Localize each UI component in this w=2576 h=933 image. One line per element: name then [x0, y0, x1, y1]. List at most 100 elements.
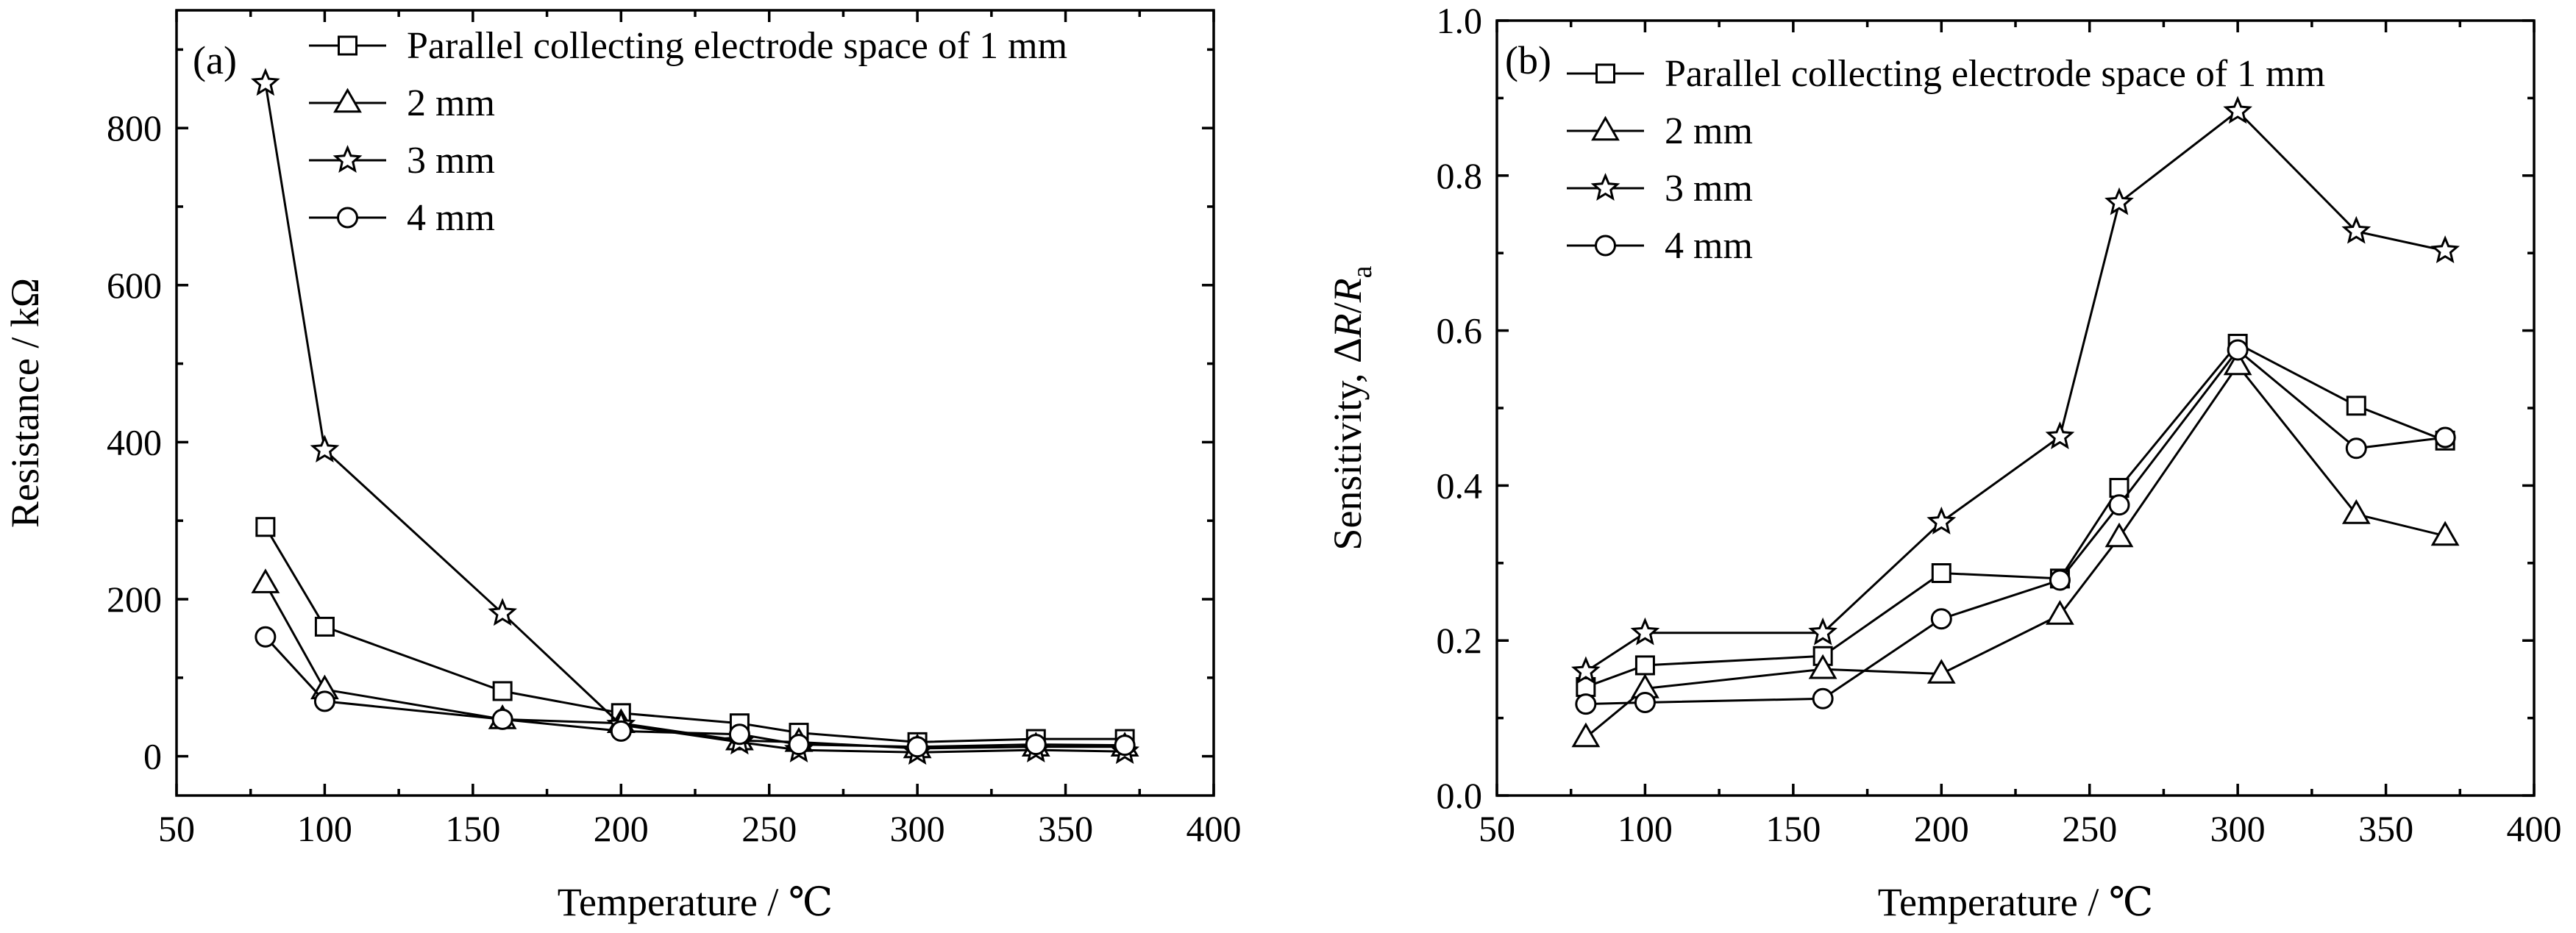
data-point-circle	[788, 734, 810, 756]
data-point-circle	[1812, 687, 1834, 709]
data-point-square	[2109, 478, 2130, 498]
x-axis-title: Temperature / ℃	[1878, 880, 2153, 924]
series-line	[264, 582, 1125, 750]
data-point-circle	[728, 723, 750, 746]
legend-label: 4 mm	[1665, 225, 1753, 267]
series-line	[264, 526, 1125, 743]
x-tick-label: 400	[2507, 808, 2562, 849]
legend-marker-circle	[1595, 235, 1616, 257]
series-circle	[1575, 339, 2456, 715]
x-tick-label: 350	[2358, 808, 2413, 849]
data-point-circle	[491, 708, 513, 730]
data-point-square	[492, 681, 513, 701]
data-point-circle	[2108, 494, 2130, 516]
y-tick-label: 800	[107, 107, 162, 149]
legend-marker-star	[332, 145, 363, 173]
chart-panel-a: 50 100 150 200 250 300 350 400 0 200 400 600 800 Temp…	[3, 9, 1242, 924]
data-point-star	[1570, 656, 1601, 684]
y-tick-label: 0.2	[1437, 620, 1483, 661]
data-point-circle	[610, 720, 632, 742]
data-point-triangle	[251, 568, 280, 593]
plot-frame	[1495, 19, 2536, 797]
y-axis-title: Sensitivity, ΔR/Ra	[1326, 265, 1378, 550]
data-point-circle	[2434, 426, 2456, 448]
data-point-square	[2346, 396, 2366, 416]
data-point-circle	[1025, 734, 1047, 756]
data-point-star	[2341, 215, 2372, 244]
data-point-circle	[906, 736, 928, 758]
y-tick-label: 0.8	[1437, 155, 1483, 196]
x-tick-label: 250	[741, 808, 797, 849]
x-tick-label: 100	[297, 808, 352, 849]
x-tick-label: 50	[1479, 808, 1515, 849]
legend-label: 3 mm	[1665, 168, 1753, 210]
data-point-triangle	[1808, 654, 1837, 679]
data-point-star	[2104, 187, 2134, 215]
y-tick-label: 1.0	[1437, 0, 1483, 41]
x-tick-label: 100	[1618, 808, 1673, 849]
y-tick-label: 200	[107, 579, 162, 620]
chart-panel-b: 50 100 150 200 250 300 350 400 0.0 0.2 0.4 0.6 0.8 1.…	[1326, 0, 2562, 924]
data-point-star	[488, 598, 518, 626]
data-point-triangle	[1571, 722, 1601, 748]
data-point-square	[314, 616, 335, 637]
data-point-star	[310, 435, 340, 462]
series-square	[255, 517, 1135, 752]
x-tick-label: 150	[1765, 808, 1821, 849]
x-axis-title: Temperature / ℃	[558, 880, 833, 924]
data-point-circle	[1575, 693, 1597, 715]
x-tick-label: 300	[890, 808, 945, 849]
series-line	[1584, 363, 2446, 739]
legend-marker-triangle	[1591, 115, 1620, 141]
data-point-circle	[2049, 569, 2071, 591]
data-point-circle	[1114, 734, 1136, 757]
data-point-circle	[2227, 339, 2249, 361]
legend-label: 2 mm	[1665, 110, 1753, 152]
legend-marker-square	[338, 35, 357, 56]
data-point-star	[2430, 235, 2461, 263]
series-star	[250, 68, 1140, 765]
panel-label: (a)	[193, 38, 237, 82]
y-tick-label: 0.4	[1437, 465, 1483, 506]
series-circle	[255, 626, 1136, 758]
x-tick-label: 300	[2210, 808, 2266, 849]
y-axis-title: Resistance / kΩ	[3, 278, 47, 528]
legend-label: 4 mm	[407, 197, 495, 239]
data-point-square	[255, 517, 276, 537]
data-point-circle	[255, 626, 277, 648]
data-point-star	[1630, 617, 1660, 646]
series-line	[1585, 348, 2446, 706]
legend-label: Parallel collecting electrode space of 1…	[1665, 53, 2325, 95]
x-tick-label: 50	[158, 808, 195, 849]
y-tick-label: 400	[107, 421, 162, 462]
y-tick-label: 0	[143, 736, 162, 777]
legend-label: 3 mm	[407, 140, 495, 182]
series-star	[1570, 96, 2461, 684]
data-point-star	[2223, 96, 2253, 124]
x-tick-label: 250	[2062, 808, 2117, 849]
series-square	[1576, 334, 2455, 697]
panel-label: (b)	[1505, 38, 1551, 82]
data-point-star	[2045, 421, 2075, 450]
y-tick-label: 0.6	[1437, 310, 1483, 351]
legend-label: 2 mm	[407, 82, 495, 124]
legend-marker-star	[1590, 173, 1620, 201]
x-tick-label: 200	[594, 808, 649, 849]
y-tick-label: 0.0	[1437, 775, 1483, 816]
data-point-triangle	[2223, 350, 2252, 376]
legend-marker-square	[1595, 63, 1615, 84]
data-point-circle	[2345, 437, 2367, 460]
legend-marker-triangle	[333, 87, 362, 113]
data-point-circle	[1930, 608, 1952, 630]
x-tick-label: 350	[1038, 808, 1093, 849]
data-point-triangle	[2104, 522, 2134, 548]
y-tick-label: 600	[107, 265, 162, 306]
data-point-triangle	[2430, 521, 2460, 546]
legend-label: Parallel collecting electrode space of 1…	[407, 25, 1067, 67]
x-tick-label: 400	[1186, 808, 1242, 849]
plot-frame	[175, 9, 1215, 797]
data-point-triangle	[2341, 498, 2371, 524]
data-point-square	[1931, 563, 1951, 584]
data-point-star	[1808, 617, 1838, 646]
